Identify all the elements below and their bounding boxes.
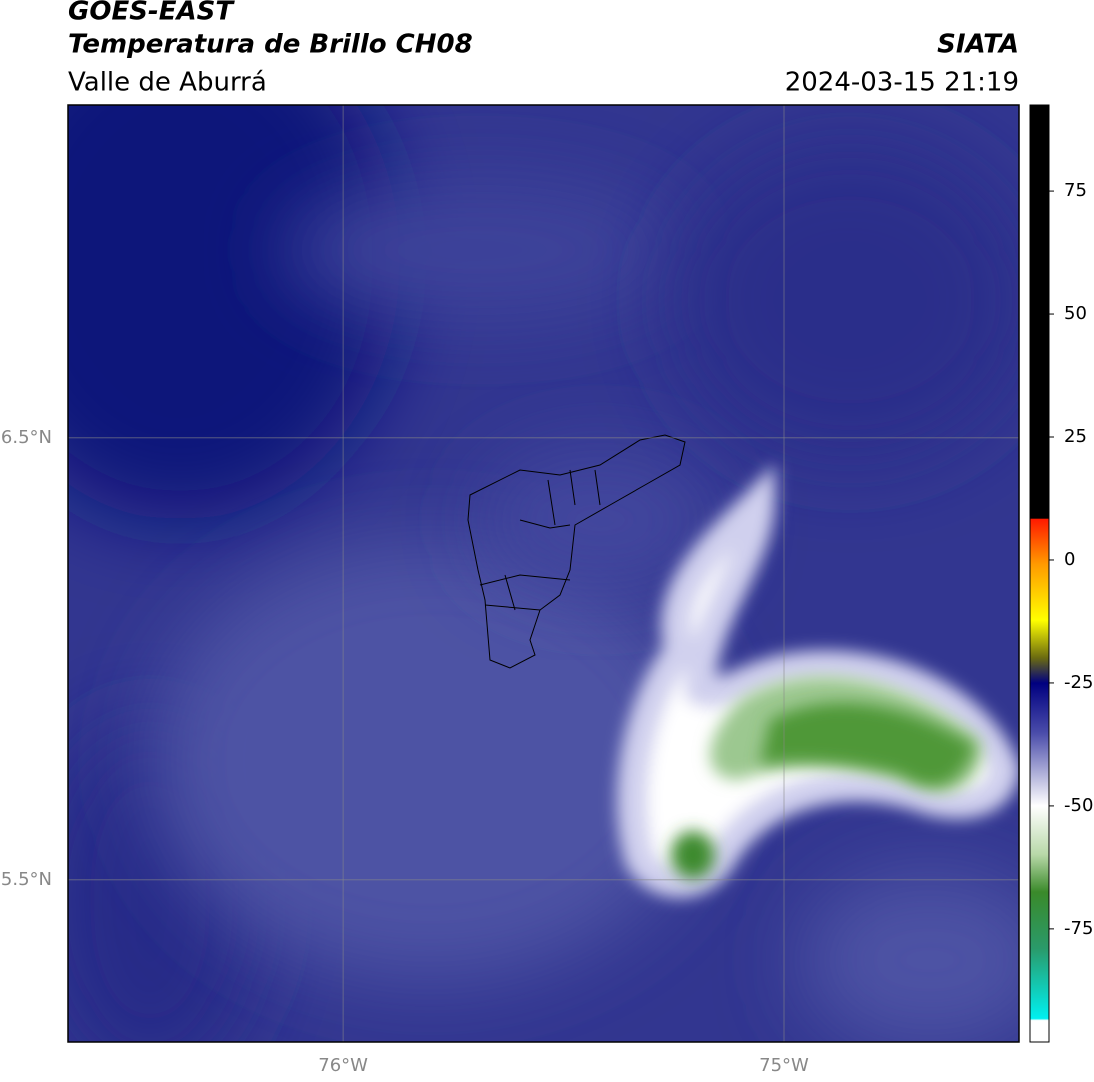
colorbar-tick-label: 25 (1064, 426, 1087, 447)
colorbar (1029, 104, 1050, 1043)
lat-label: 5.5°N (1, 869, 52, 890)
title: GOES-EAST (68, 0, 235, 27)
satellite-image (68, 105, 1019, 1042)
colorbar-tick-label: 50 (1064, 303, 1087, 324)
map-frame (67, 104, 1020, 1043)
municipal-boundaries (467, 434, 686, 669)
lon-label: 75°W (759, 1055, 809, 1076)
lon-label: 76°W (318, 1055, 368, 1076)
datetime: 2024-03-15 21:19 (785, 68, 1019, 98)
colorbar-tick-label: -50 (1064, 795, 1093, 816)
colorbar-tick-label: -25 (1064, 672, 1093, 693)
lat-label: 6.5°N (1, 427, 52, 448)
region: Valle de Aburrá (68, 68, 267, 98)
colorbar-tick-label: 0 (1064, 549, 1075, 570)
subtitle: Temperatura de Brillo CH08 (68, 30, 473, 60)
colorbar-tick-label: 75 (1064, 180, 1087, 201)
agency: SIATA (937, 30, 1019, 60)
colorbar-tick-label: -75 (1064, 918, 1093, 939)
